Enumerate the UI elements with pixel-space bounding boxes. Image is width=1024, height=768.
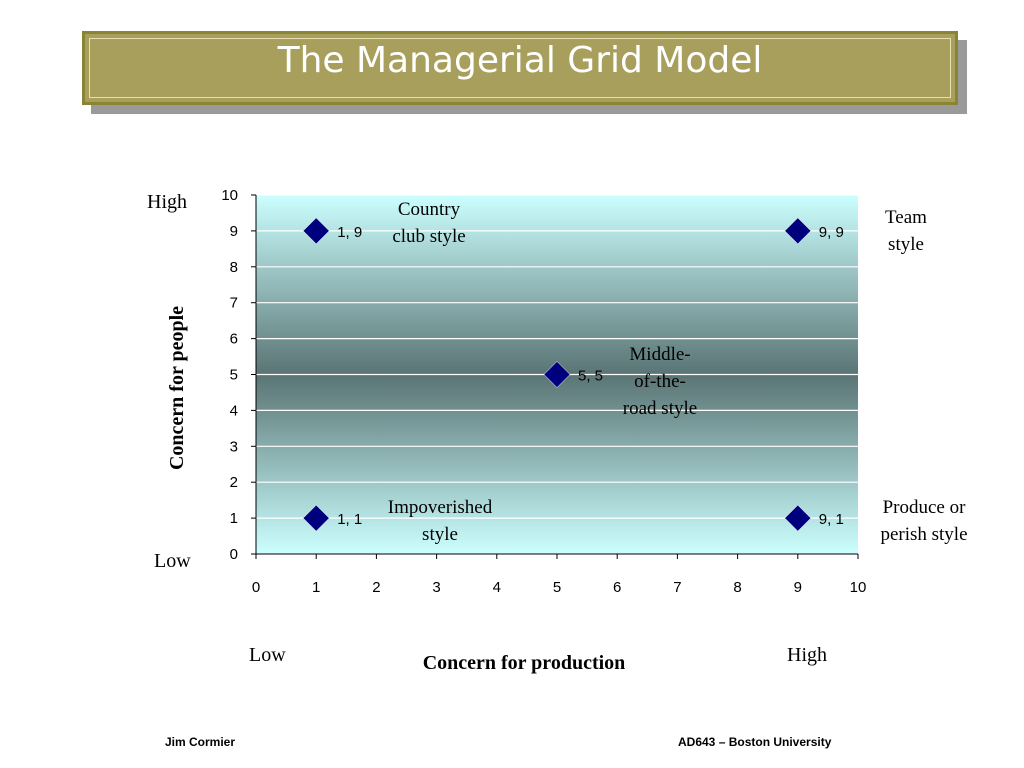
data-point-label: 9, 9 [819,224,844,241]
annotation-produce-or-perish: Produce or [883,497,967,518]
annotation-middle-of-the-road: of-the- [634,371,686,392]
x-tick-label: 1 [312,579,320,596]
y-tick-label: 7 [230,295,238,312]
y-tick-label: 2 [230,474,238,491]
annotation-impoverished: Impoverished [388,497,493,518]
y-tick-label: 0 [230,546,238,563]
x-tick-label: 7 [673,579,681,596]
y-low-label: Low [154,550,191,572]
footer-author: Jim Cormier [165,735,236,749]
x-tick-label: 4 [493,579,501,596]
x-high-label: High [787,644,827,666]
x-tick-label: 8 [733,579,741,596]
annotation-middle-of-the-road: road style [623,398,697,419]
title-banner-inner-border [89,38,951,98]
axes [251,194,859,559]
annotation-middle-of-the-road: Middle- [629,344,690,365]
title-banner: The Managerial Grid Model [82,31,958,105]
y-tick-labels: 0 1 2 3 4 5 6 7 8 9 10 [221,187,238,563]
data-point-marker [302,504,330,532]
data-point-marker [302,217,330,245]
x-tick-label: 5 [553,579,561,596]
annotation-produce-or-perish: perish style [880,524,967,545]
x-tick-label: 10 [850,579,867,596]
data-point-label: 1, 1 [337,511,362,528]
data-point-marker [784,217,812,245]
y-tick-label: 10 [221,187,238,204]
slide-title: The Managerial Grid Model [277,40,763,81]
data-point-marker [543,361,571,388]
data-point-marker [784,504,812,532]
data-point-label: 1, 9 [337,224,362,241]
data-point-label: 5, 5 [578,368,603,385]
annotation-team: style [888,234,924,255]
annotation-country-club: club style [392,226,465,247]
y-tick-label: 1 [230,510,238,527]
x-tick-labels: 0 1 2 3 4 5 6 7 8 9 10 [252,579,867,596]
x-axis-title: Concern for production [423,652,626,674]
footer-course: AD643 – Boston University [678,735,832,749]
x-tick-label: 6 [613,579,621,596]
data-point-label: 9, 1 [819,511,844,528]
y-tick-label: 5 [230,367,238,384]
gridlines [256,194,858,519]
annotation-team: Team [885,207,927,228]
annotation-impoverished: style [422,524,458,545]
y-high-label: High [147,191,187,213]
data-points: 1, 9 9, 9 5, 5 1, 1 9, 1 [302,217,844,532]
x-tick-label: 0 [252,579,260,596]
annotation-country-club: Country [398,199,461,220]
annotations: Country club style Team style Middle-of-the-… [388,199,968,545]
x-tick-label: 3 [432,579,440,596]
x-tick-label: 9 [794,579,802,596]
y-tick-label: 4 [230,402,238,419]
y-tick-label: 6 [230,331,238,348]
y-tick-label: 8 [230,259,238,276]
x-tick-label: 2 [372,579,380,596]
y-tick-label: 9 [230,223,238,240]
y-axis-title: Concern for people [166,306,188,470]
x-low-label: Low [249,644,286,666]
y-tick-label: 3 [230,438,238,455]
